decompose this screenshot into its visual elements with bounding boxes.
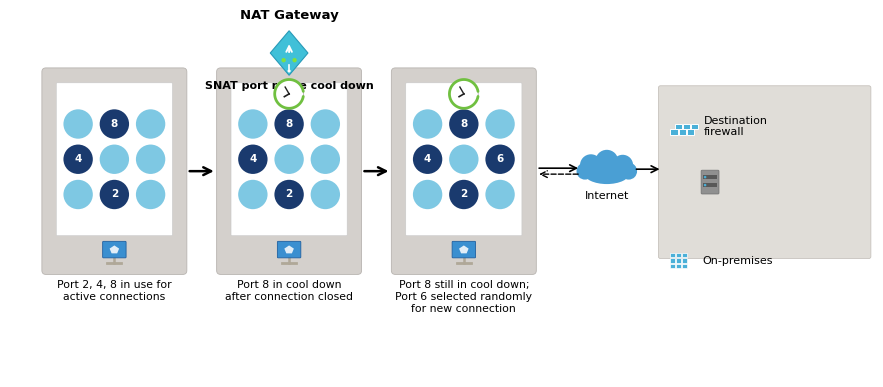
Circle shape xyxy=(288,69,291,72)
Circle shape xyxy=(449,109,479,139)
Circle shape xyxy=(580,154,602,176)
Polygon shape xyxy=(270,31,308,75)
Circle shape xyxy=(311,145,340,174)
FancyBboxPatch shape xyxy=(687,130,694,135)
Circle shape xyxy=(64,109,93,139)
Circle shape xyxy=(449,79,479,108)
FancyBboxPatch shape xyxy=(691,124,698,129)
FancyBboxPatch shape xyxy=(391,68,536,274)
FancyBboxPatch shape xyxy=(277,241,301,258)
FancyBboxPatch shape xyxy=(659,86,871,259)
Circle shape xyxy=(136,145,165,174)
Circle shape xyxy=(612,155,633,176)
Circle shape xyxy=(413,109,442,139)
FancyBboxPatch shape xyxy=(703,183,717,187)
Circle shape xyxy=(288,93,290,95)
Circle shape xyxy=(275,145,304,174)
FancyBboxPatch shape xyxy=(670,130,678,135)
Circle shape xyxy=(486,109,515,139)
Text: SNAT port reuse cool down: SNAT port reuse cool down xyxy=(205,81,374,91)
FancyBboxPatch shape xyxy=(675,264,681,268)
Circle shape xyxy=(275,79,304,108)
FancyBboxPatch shape xyxy=(682,258,687,263)
FancyBboxPatch shape xyxy=(703,175,717,179)
Circle shape xyxy=(704,184,706,187)
Text: 2: 2 xyxy=(285,190,293,199)
Text: On-premises: On-premises xyxy=(702,255,773,265)
Text: 8: 8 xyxy=(460,119,467,129)
Text: 8: 8 xyxy=(285,119,293,129)
Text: Destination
firewall: Destination firewall xyxy=(704,116,768,137)
Circle shape xyxy=(463,93,464,95)
Circle shape xyxy=(238,180,268,209)
FancyBboxPatch shape xyxy=(678,130,686,135)
Circle shape xyxy=(577,163,593,180)
Text: 8: 8 xyxy=(110,119,118,129)
FancyBboxPatch shape xyxy=(42,68,187,274)
Circle shape xyxy=(449,145,479,174)
FancyBboxPatch shape xyxy=(683,124,690,129)
Circle shape xyxy=(620,163,638,180)
Circle shape xyxy=(413,180,442,209)
Circle shape xyxy=(704,176,706,178)
Polygon shape xyxy=(109,245,119,253)
Circle shape xyxy=(136,180,165,209)
Text: NAT Gateway: NAT Gateway xyxy=(239,9,338,22)
Circle shape xyxy=(136,109,165,139)
Circle shape xyxy=(486,180,515,209)
Text: 2: 2 xyxy=(460,190,467,199)
FancyBboxPatch shape xyxy=(57,83,172,236)
Circle shape xyxy=(486,145,515,174)
FancyBboxPatch shape xyxy=(701,170,719,194)
Circle shape xyxy=(292,58,297,62)
FancyBboxPatch shape xyxy=(682,253,687,257)
FancyBboxPatch shape xyxy=(675,253,681,257)
FancyBboxPatch shape xyxy=(670,253,675,257)
FancyBboxPatch shape xyxy=(682,264,687,268)
FancyBboxPatch shape xyxy=(102,241,126,258)
Text: 6: 6 xyxy=(496,154,503,164)
Circle shape xyxy=(311,180,340,209)
Circle shape xyxy=(449,180,479,209)
Circle shape xyxy=(282,58,286,62)
FancyBboxPatch shape xyxy=(406,83,522,236)
FancyBboxPatch shape xyxy=(452,241,476,258)
Text: 4: 4 xyxy=(74,154,82,164)
Circle shape xyxy=(64,145,93,174)
FancyBboxPatch shape xyxy=(670,258,675,263)
Circle shape xyxy=(238,109,268,139)
Polygon shape xyxy=(459,245,469,253)
FancyBboxPatch shape xyxy=(670,264,675,268)
Text: Port 8 in cool down
after connection closed: Port 8 in cool down after connection clo… xyxy=(225,280,353,302)
FancyBboxPatch shape xyxy=(216,68,361,274)
Text: 4: 4 xyxy=(424,154,431,164)
Circle shape xyxy=(275,180,304,209)
FancyBboxPatch shape xyxy=(231,83,347,236)
Circle shape xyxy=(100,145,129,174)
Ellipse shape xyxy=(584,162,630,184)
Text: Port 8 still in cool down;
Port 6 selected randomly
for new connection: Port 8 still in cool down; Port 6 select… xyxy=(396,280,532,313)
Text: 4: 4 xyxy=(249,154,257,164)
Circle shape xyxy=(595,150,618,173)
Circle shape xyxy=(311,109,340,139)
Text: Internet: Internet xyxy=(585,191,629,201)
Circle shape xyxy=(413,145,442,174)
Circle shape xyxy=(100,180,129,209)
Circle shape xyxy=(100,109,129,139)
Circle shape xyxy=(238,145,268,174)
Polygon shape xyxy=(284,245,294,253)
Circle shape xyxy=(275,109,304,139)
FancyBboxPatch shape xyxy=(675,258,681,263)
Text: 2: 2 xyxy=(110,190,118,199)
Text: Port 2, 4, 8 in use for
active connections: Port 2, 4, 8 in use for active connectio… xyxy=(57,280,171,302)
Circle shape xyxy=(64,180,93,209)
FancyBboxPatch shape xyxy=(675,124,682,129)
